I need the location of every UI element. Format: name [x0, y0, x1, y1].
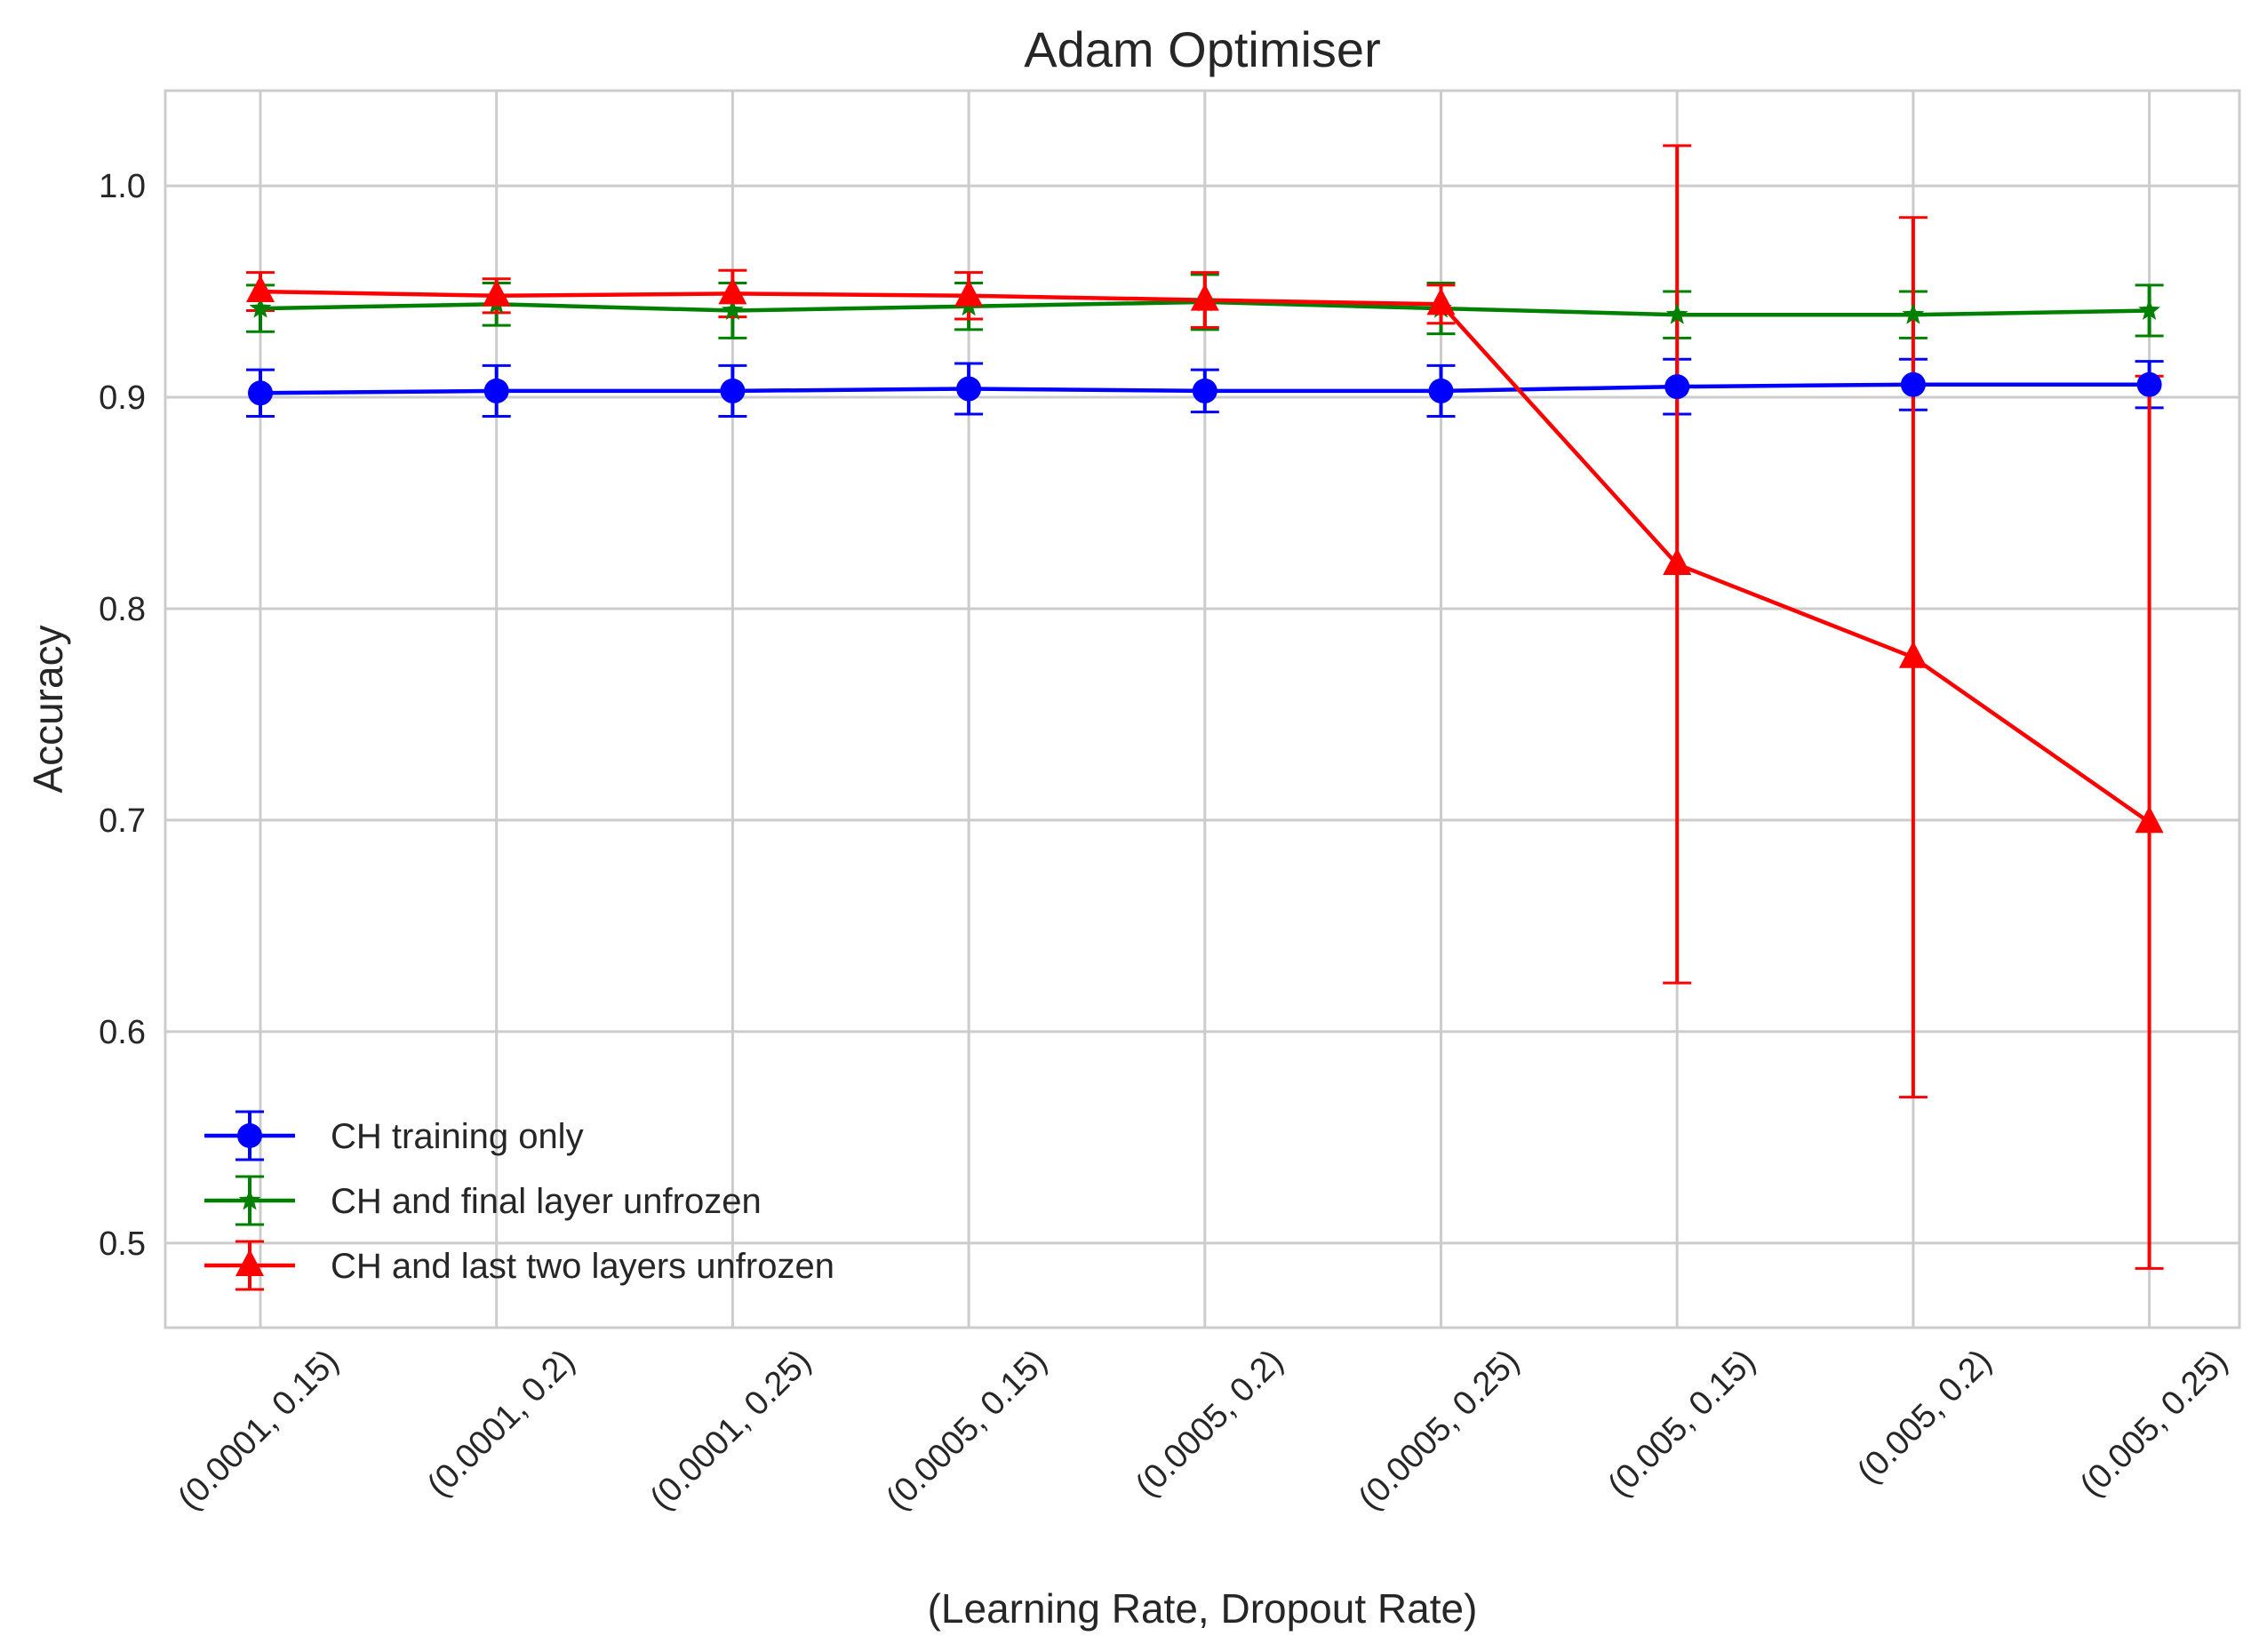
data-point-0 [483, 378, 509, 403]
legend-label: CH training only [331, 1117, 584, 1156]
series-markers [246, 275, 2164, 834]
legend-label: CH and last two layers unfrozen [331, 1247, 834, 1286]
x-tick-label: (0.0005, 0.2) [1129, 1343, 1290, 1504]
data-point-1 [249, 297, 272, 318]
data-point-2 [1426, 287, 1456, 315]
plot-frame [164, 89, 2241, 1329]
y-tick-label: 1.0 [99, 168, 146, 205]
data-point-0 [720, 378, 746, 403]
data-point-0 [2136, 371, 2162, 397]
x-tick-label: (0.0001, 0.2) [420, 1343, 582, 1504]
x-tick-label: (0.0005, 0.25) [1352, 1343, 1527, 1518]
data-point-2 [482, 279, 511, 307]
chart-title: Adam Optimiser [1024, 21, 1380, 77]
x-tick-label: (0.005, 0.25) [2073, 1343, 2235, 1504]
data-point-2 [246, 275, 275, 303]
data-point-0 [1900, 371, 1926, 397]
y-tick-label: 0.8 [99, 591, 146, 628]
y-tick-label: 0.6 [99, 1014, 146, 1051]
data-point-0 [1664, 374, 1690, 400]
data-point-2 [954, 279, 984, 307]
data-point-2 [1898, 641, 1928, 668]
y-axis-label: Accuracy [25, 625, 71, 793]
x-tick-label: (0.0001, 0.15) [171, 1343, 346, 1518]
data-point-0 [1428, 378, 1454, 403]
x-tick-label: (0.005, 0.2) [1850, 1343, 1999, 1491]
data-point-0 [1192, 378, 1217, 403]
x-tick-label: (0.0001, 0.25) [643, 1343, 818, 1518]
x-tick-label: (0.005, 0.15) [1600, 1343, 1762, 1504]
y-tick-label: 0.5 [99, 1225, 146, 1263]
data-point-0 [248, 380, 273, 406]
legend-label: CH and final layer unfrozen [331, 1182, 762, 1221]
legend-marker [238, 1189, 261, 1210]
legend-marker [237, 1123, 262, 1148]
data-point-1 [1902, 303, 1925, 324]
data-point-1 [722, 299, 744, 320]
data-point-1 [1665, 303, 1688, 324]
x-tick-label: (0.0005, 0.15) [879, 1343, 1054, 1518]
legend-marker [235, 1249, 264, 1276]
y-tick-labels: 0.5 0.6 0.7 0.8 0.9 1.0 [99, 168, 146, 1263]
data-point-1 [2138, 299, 2160, 320]
data-point-2 [1190, 283, 1219, 311]
legend: CH training only CH and final layer unfro… [204, 1110, 834, 1291]
y-tick-label: 0.7 [99, 802, 146, 840]
x-axis-label: (Learning Rate, Dropout Rate) [928, 1585, 1478, 1632]
y-tick-label: 0.9 [99, 379, 146, 417]
x-tick-labels: (0.0001, 0.15) (0.0001, 0.2) (0.0001, 0.25… [171, 1343, 2235, 1518]
data-point-0 [956, 376, 982, 402]
data-point-2 [718, 277, 747, 305]
data-point-2 [1663, 547, 1692, 576]
data-point-2 [2135, 805, 2164, 834]
